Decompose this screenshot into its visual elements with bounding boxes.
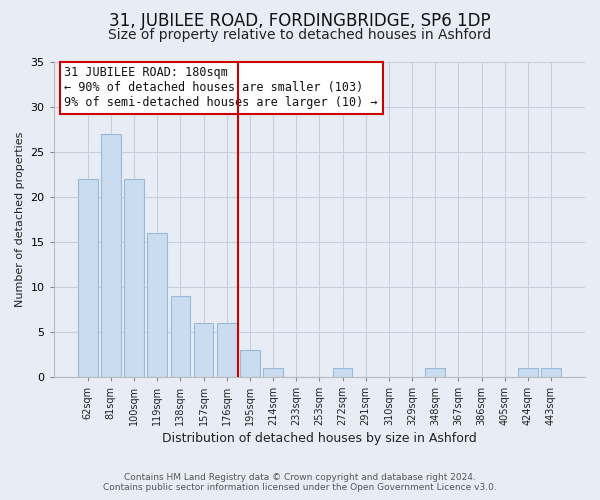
X-axis label: Distribution of detached houses by size in Ashford: Distribution of detached houses by size …	[162, 432, 477, 445]
Y-axis label: Number of detached properties: Number of detached properties	[15, 132, 25, 306]
Bar	[217, 322, 236, 376]
Bar	[263, 368, 283, 376]
Text: Contains HM Land Registry data © Crown copyright and database right 2024.
Contai: Contains HM Land Registry data © Crown c…	[103, 473, 497, 492]
Bar	[332, 368, 352, 376]
Bar	[101, 134, 121, 376]
Text: Size of property relative to detached houses in Ashford: Size of property relative to detached ho…	[109, 28, 491, 42]
Bar	[148, 232, 167, 376]
Text: 31 JUBILEE ROAD: 180sqm
← 90% of detached houses are smaller (103)
9% of semi-de: 31 JUBILEE ROAD: 180sqm ← 90% of detache…	[64, 66, 378, 109]
Text: 31, JUBILEE ROAD, FORDINGBRIDGE, SP6 1DP: 31, JUBILEE ROAD, FORDINGBRIDGE, SP6 1DP	[109, 12, 491, 30]
Bar	[240, 350, 260, 376]
Bar	[194, 322, 214, 376]
Bar	[78, 178, 98, 376]
Bar	[425, 368, 445, 376]
Bar	[170, 296, 190, 376]
Bar	[541, 368, 561, 376]
Bar	[518, 368, 538, 376]
Bar	[124, 178, 144, 376]
